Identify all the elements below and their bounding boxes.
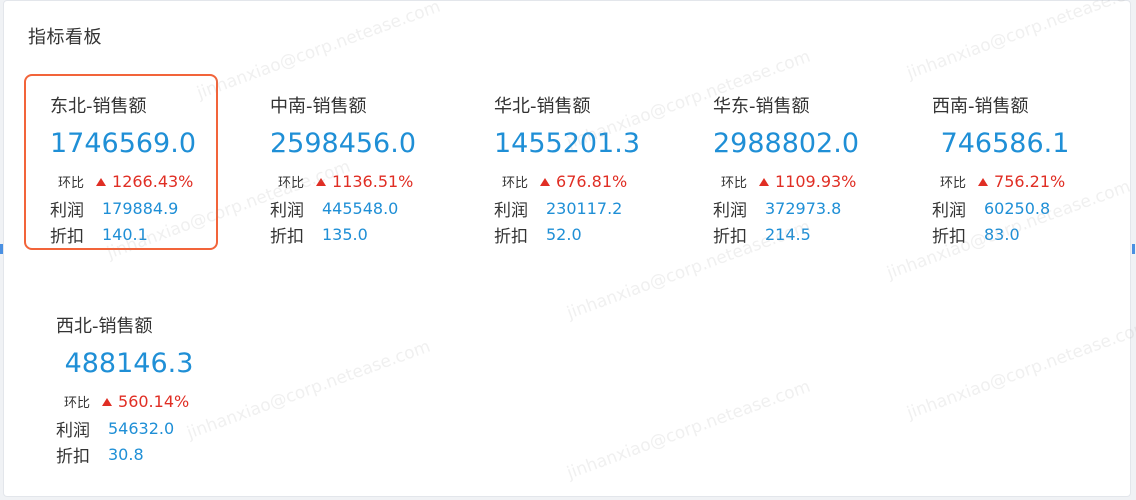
ratio-label: 环比	[278, 176, 305, 191]
profit-row: 利润 372973.8	[713, 196, 841, 221]
ratio-label: 环比	[721, 176, 748, 191]
discount-row: 折扣 135.0	[270, 222, 368, 247]
sales-value: 746586.1	[940, 128, 1070, 159]
sales-value: 1455201.3	[493, 128, 640, 159]
profit-value: 372973.8	[765, 199, 842, 218]
profit-value: 445548.0	[322, 199, 399, 218]
sales-value: 488146.3	[64, 348, 194, 379]
profit-row: 利润 445548.0	[270, 196, 398, 221]
ratio-label: 环比	[64, 396, 91, 411]
discount-label: 折扣	[713, 227, 747, 247]
profit-label: 利润	[932, 201, 966, 221]
profit-label: 利润	[50, 201, 84, 221]
kpi-card[interactable]: 中南-销售额 2598456.0 环比 1136.51% 利润 445548.0…	[244, 74, 438, 250]
profit-label: 利润	[494, 201, 528, 221]
discount-label: 折扣	[494, 227, 528, 247]
sales-value: 2988802.0	[712, 128, 859, 159]
profit-row: 利润 60250.8	[932, 196, 1050, 221]
ratio-label: 环比	[502, 176, 529, 191]
triangle-up-icon	[316, 177, 327, 186]
kpi-card[interactable]: 西北-销售额 488146.3 环比 560.14% 利润 54632.0 折扣…	[30, 294, 224, 470]
profit-label: 利润	[713, 201, 747, 221]
discount-row: 折扣 52.0	[494, 222, 582, 247]
profit-row: 利润 54632.0	[56, 416, 174, 441]
discount-row: 折扣 83.0	[932, 222, 1020, 247]
panel-title: 指标看板	[28, 27, 102, 48]
ratio-value: 560.14%	[118, 392, 190, 411]
discount-label: 折扣	[932, 227, 966, 247]
ratio-value: 1136.51%	[332, 172, 414, 191]
discount-value: 140.1	[102, 225, 148, 244]
triangle-up-icon	[540, 177, 551, 186]
card-title: 中南-销售额	[270, 96, 367, 117]
ratio-row: 环比 1136.51%	[278, 172, 413, 191]
discount-row: 折扣 140.1	[50, 222, 148, 247]
ratio-label: 环比	[58, 176, 85, 191]
discount-value: 30.8	[108, 445, 144, 464]
card-title: 东北-销售额	[50, 96, 147, 117]
ratio-value: 756.21%	[994, 172, 1066, 191]
card-title: 华东-销售额	[713, 96, 810, 117]
discount-label: 折扣	[50, 227, 84, 247]
kpi-card[interactable]: 华北-销售额 1455201.3 环比 676.81% 利润 230117.2 …	[468, 74, 662, 250]
card-title: 华北-销售额	[494, 96, 591, 117]
ratio-row: 环比 560.14%	[64, 392, 189, 411]
profit-value: 230117.2	[546, 199, 623, 218]
ratio-row: 环比 676.81%	[502, 172, 627, 191]
ratio-value: 676.81%	[556, 172, 628, 191]
profit-label: 利润	[270, 201, 304, 221]
ratio-label: 环比	[940, 176, 967, 191]
discount-label: 折扣	[56, 447, 90, 467]
discount-row: 折扣 214.5	[713, 222, 811, 247]
discount-value: 83.0	[984, 225, 1020, 244]
triangle-up-icon	[96, 177, 107, 186]
ratio-row: 环比 1109.93%	[721, 172, 856, 191]
triangle-up-icon	[978, 177, 989, 186]
profit-value: 60250.8	[984, 199, 1051, 218]
triangle-up-icon	[102, 397, 113, 406]
discount-label: 折扣	[270, 227, 304, 247]
ratio-value: 1109.93%	[775, 172, 857, 191]
kpi-card[interactable]: 西南-销售额 746586.1 环比 756.21% 利润 60250.8 折扣…	[906, 74, 1100, 250]
profit-label: 利润	[56, 421, 90, 441]
profit-value: 179884.9	[102, 199, 179, 218]
discount-value: 135.0	[322, 225, 368, 244]
sales-value: 2598456.0	[269, 128, 416, 159]
card-title: 西北-销售额	[56, 316, 153, 337]
discount-value: 214.5	[765, 225, 811, 244]
ratio-row: 环比 756.21%	[940, 172, 1065, 191]
ratio-value: 1266.43%	[112, 172, 194, 191]
kpi-card[interactable]: 东北-销售额 1746569.0 环比 1266.43% 利润 179884.9…	[24, 74, 218, 250]
card-title: 西南-销售额	[932, 96, 1029, 117]
sales-value: 1746569.0	[49, 128, 196, 159]
kpi-card[interactable]: 华东-销售额 2988802.0 环比 1109.93% 利润 372973.8…	[687, 74, 881, 250]
profit-row: 利润 230117.2	[494, 196, 622, 221]
discount-value: 52.0	[546, 225, 582, 244]
ratio-row: 环比 1266.43%	[58, 172, 193, 191]
resize-handle-right[interactable]	[1132, 244, 1135, 254]
triangle-up-icon	[759, 177, 770, 186]
discount-row: 折扣 30.8	[56, 442, 144, 467]
profit-value: 54632.0	[108, 419, 175, 438]
profit-row: 利润 179884.9	[50, 196, 178, 221]
resize-handle-left[interactable]	[0, 244, 3, 254]
